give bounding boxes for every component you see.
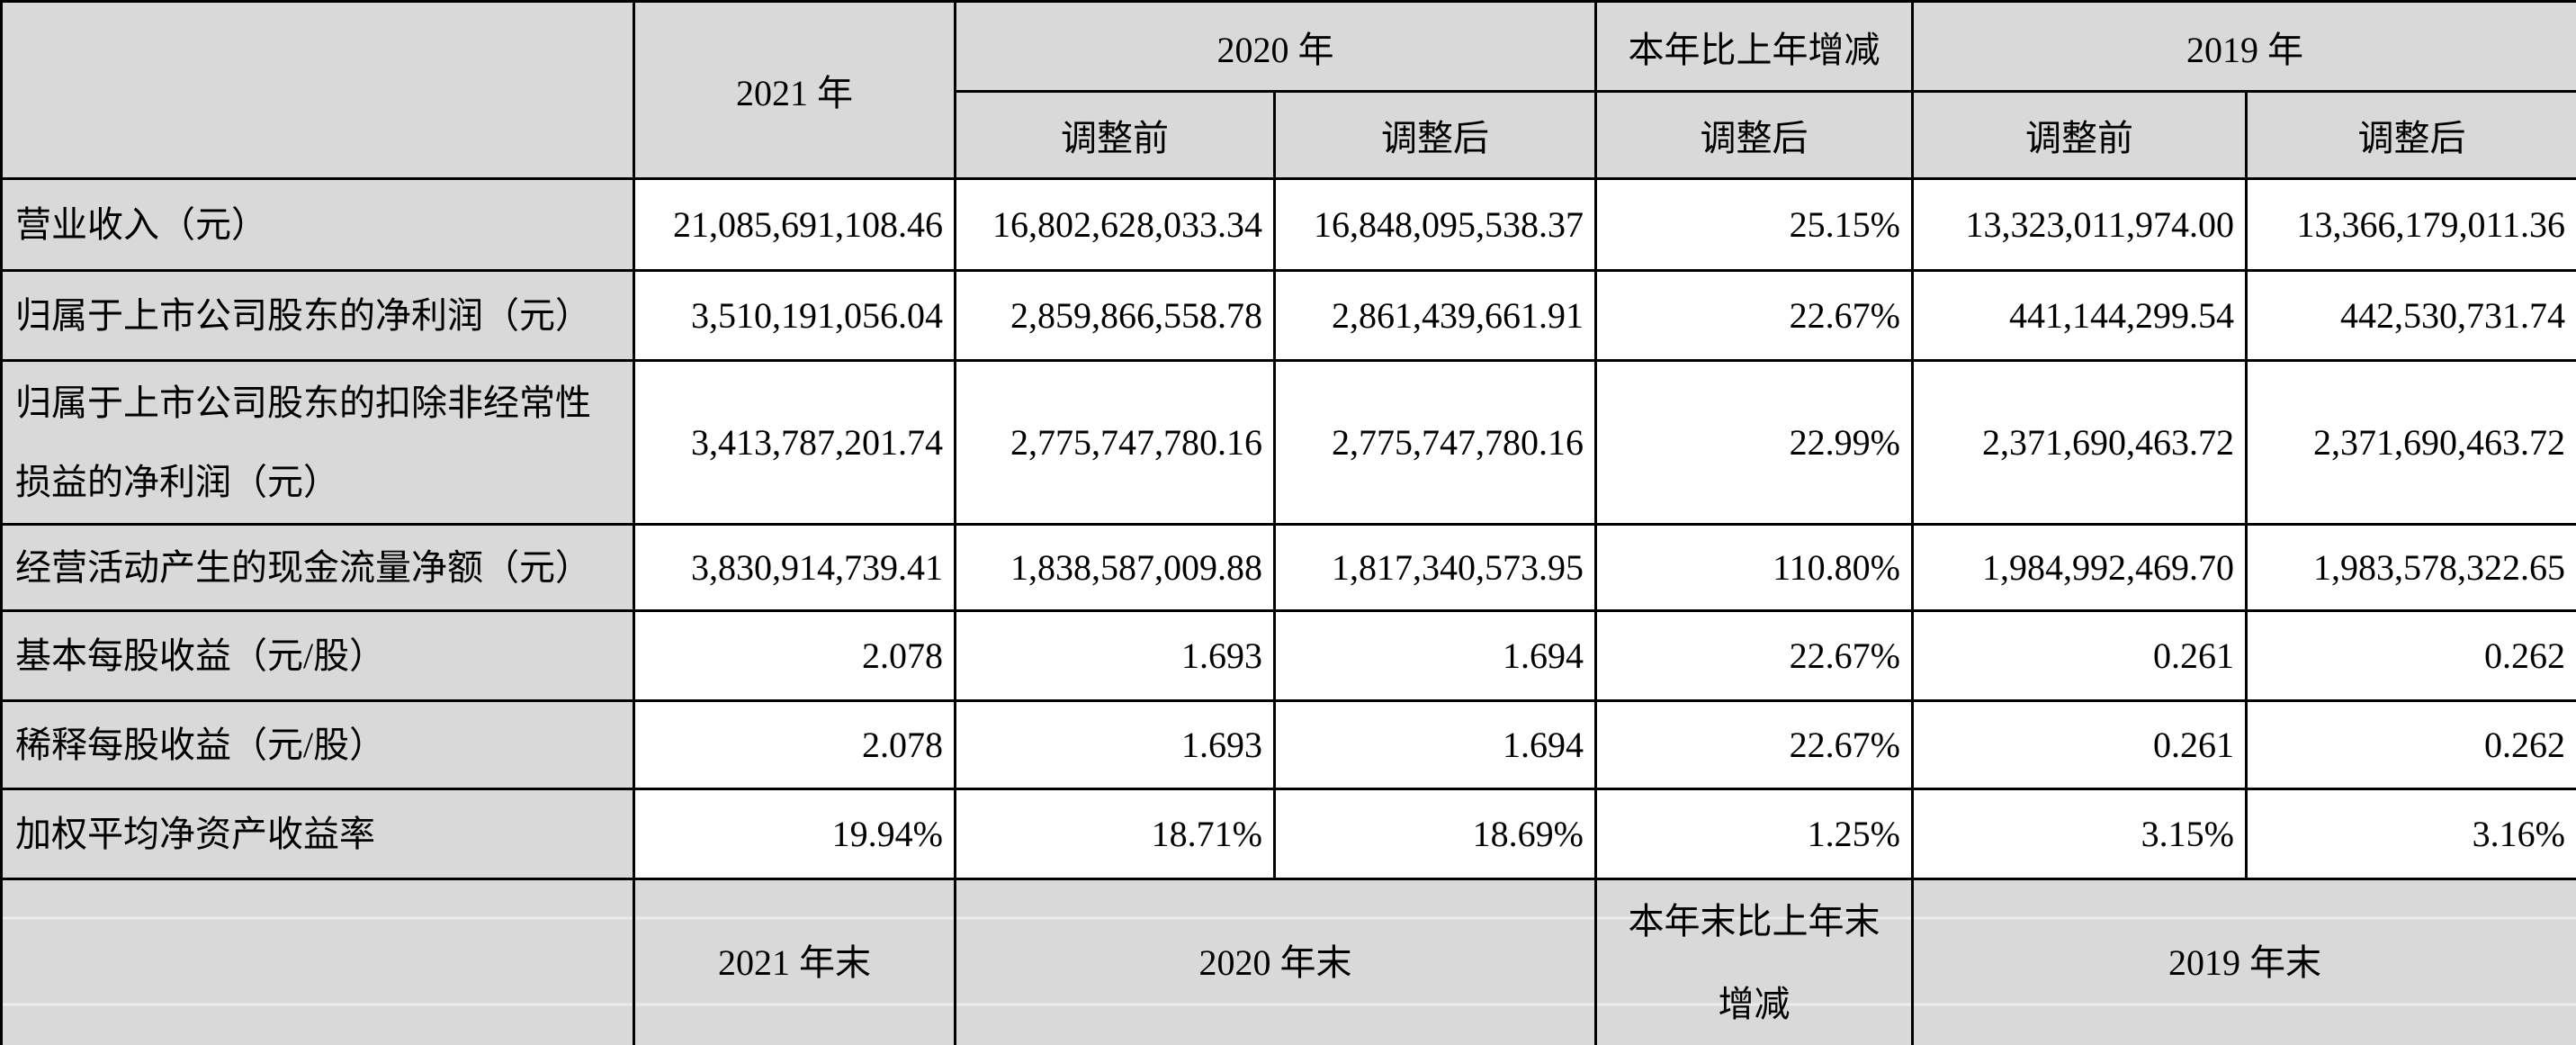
cell-2021: 3,510,191,056.04 bbox=[633, 269, 956, 362]
table-row-diluted-eps: 稀释每股收益（元/股） 2.078 1.693 1.694 22.67% 0.2… bbox=[0, 699, 2576, 790]
cell-2019-after: 0.262 bbox=[2245, 699, 2576, 790]
cell-2020-after: 1.694 bbox=[1273, 699, 1597, 790]
cell-2019-before: 1,984,992,469.70 bbox=[1911, 523, 2248, 612]
cell-2020-before: 2,775,747,780.16 bbox=[954, 359, 1276, 526]
cell-2020-after: 1.694 bbox=[1273, 609, 1597, 702]
cell-change: 22.99% bbox=[1594, 359, 1914, 526]
header-change: 本年比上年增减 bbox=[1594, 0, 1914, 93]
cell-2019-after: 13,366,179,011.36 bbox=[2245, 177, 2576, 272]
header-row-adjust: 调整前 调整后 调整后 调整前 调整后 bbox=[2, 90, 2576, 180]
cell-change: 22.67% bbox=[1594, 609, 1914, 702]
row-label: 归属于上市公司股东的净利润（元） bbox=[0, 269, 635, 362]
cell-2019-after: 2,371,690,463.72 bbox=[2245, 359, 2576, 526]
subheader-2020-before: 调整前 bbox=[954, 90, 1276, 180]
subheader-2019-after: 调整后 bbox=[2245, 90, 2576, 180]
footer-2019-end: 2019 年末 bbox=[1911, 878, 2576, 1045]
cell-2019-before: 2,371,690,463.72 bbox=[1911, 359, 2248, 526]
cell-2019-before: 0.261 bbox=[1911, 609, 2248, 702]
cell-2019-after: 0.262 bbox=[2245, 609, 2576, 702]
cell-2019-before: 3.15% bbox=[1911, 788, 2248, 880]
footer-2021-end: 2021 年末 bbox=[633, 878, 956, 1045]
cell-change: 25.15% bbox=[1594, 177, 1914, 272]
header-2021: 2021 年 bbox=[633, 0, 956, 180]
cell-2020-after: 2,861,439,661.91 bbox=[1273, 269, 1597, 362]
row-label: 归属于上市公司股东的扣除非经常性损益的净利润（元） bbox=[0, 359, 635, 526]
header-2020: 2020 年 bbox=[954, 0, 1597, 93]
cell-2020-before: 1.693 bbox=[954, 699, 1276, 790]
header-empty-label-cell bbox=[0, 0, 635, 180]
footer-empty-label-cell bbox=[0, 878, 635, 1045]
footer-row-year-end: 2021 年末 2020 年末 本年末比上年末增减 2019 年末 bbox=[0, 878, 2576, 1045]
subheader-2019-before: 调整前 bbox=[1911, 90, 2248, 180]
subheader-change-after: 调整后 bbox=[1594, 90, 1914, 180]
cell-2019-after: 1,983,578,322.65 bbox=[2245, 523, 2576, 612]
table-row-revenue: 营业收入（元） 21,085,691,108.46 16,802,628,033… bbox=[0, 177, 2576, 272]
cell-change: 1.25% bbox=[1594, 788, 1914, 880]
cell-change: 22.67% bbox=[1594, 269, 1914, 362]
cell-2021: 19.94% bbox=[633, 788, 956, 880]
cell-2020-before: 16,802,628,033.34 bbox=[954, 177, 1276, 272]
subheader-2020-after: 调整后 bbox=[1273, 90, 1597, 180]
table-row-weighted-avg-roe: 加权平均净资产收益率 19.94% 18.71% 18.69% 1.25% 3.… bbox=[0, 788, 2576, 880]
cell-2020-after: 16,848,095,538.37 bbox=[1273, 177, 1597, 272]
cell-2019-before: 441,144,299.54 bbox=[1911, 269, 2248, 362]
cell-2019-after: 3.16% bbox=[2245, 788, 2576, 880]
cell-change: 110.80% bbox=[1594, 523, 1914, 612]
header-2019: 2019 年 bbox=[1911, 0, 2576, 93]
cell-2020-before: 18.71% bbox=[954, 788, 1276, 880]
cell-2021: 21,085,691,108.46 bbox=[633, 177, 956, 272]
cell-2019-before: 0.261 bbox=[1911, 699, 2248, 790]
table-row-net-profit: 归属于上市公司股东的净利润（元） 3,510,191,056.04 2,859,… bbox=[0, 269, 2576, 362]
cell-2021: 3,830,914,739.41 bbox=[633, 523, 956, 612]
cell-2020-before: 1.693 bbox=[954, 609, 1276, 702]
cell-2020-after: 1,817,340,573.95 bbox=[1273, 523, 1597, 612]
header-row-years: 2021 年 2020 年 本年比上年增减 2019 年 bbox=[0, 0, 2576, 180]
cell-2020-after: 2,775,747,780.16 bbox=[1273, 359, 1597, 526]
table-row-deducted-net-profit: 归属于上市公司股东的扣除非经常性损益的净利润（元） 3,413,787,201.… bbox=[0, 359, 2576, 526]
cell-2020-before: 1,838,587,009.88 bbox=[954, 523, 1276, 612]
cell-2021: 3,413,787,201.74 bbox=[633, 359, 956, 526]
row-label: 基本每股收益（元/股） bbox=[0, 609, 635, 702]
cell-2021: 2.078 bbox=[633, 609, 956, 702]
cell-2020-before: 2,859,866,558.78 bbox=[954, 269, 1276, 362]
row-label: 稀释每股收益（元/股） bbox=[0, 699, 635, 790]
row-label: 加权平均净资产收益率 bbox=[0, 788, 635, 880]
row-label: 营业收入（元） bbox=[0, 177, 635, 272]
cell-change: 22.67% bbox=[1594, 699, 1914, 790]
table-row-operating-cash-flow: 经营活动产生的现金流量净额（元） 3,830,914,739.41 1,838,… bbox=[0, 523, 2576, 612]
cell-2019-after: 442,530,731.74 bbox=[2245, 269, 2576, 362]
footer-2020-end: 2020 年末 bbox=[954, 878, 1597, 1045]
row-label: 经营活动产生的现金流量净额（元） bbox=[0, 523, 635, 612]
cell-2021: 2.078 bbox=[633, 699, 956, 790]
cell-2019-before: 13,323,011,974.00 bbox=[1911, 177, 2248, 272]
cell-2020-after: 18.69% bbox=[1273, 788, 1597, 880]
table-row-basic-eps: 基本每股收益（元/股） 2.078 1.693 1.694 22.67% 0.2… bbox=[0, 609, 2576, 702]
footer-change-end: 本年末比上年末增减 bbox=[1594, 878, 1914, 1045]
